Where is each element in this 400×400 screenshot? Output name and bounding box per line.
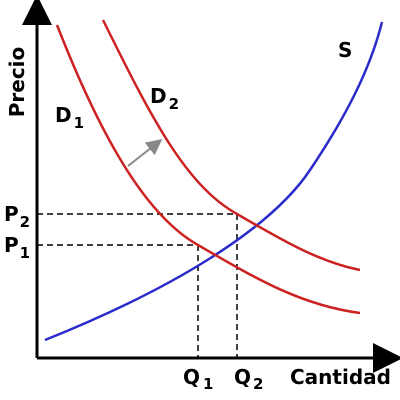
demand-curve-1 xyxy=(55,24,361,315)
demand-curve-2 xyxy=(101,19,361,272)
demand-shift-arrow xyxy=(127,139,163,167)
p1-label: P1 xyxy=(4,233,30,262)
x-axis-title: Cantidad xyxy=(290,365,391,389)
p2-label: P2 xyxy=(4,202,30,231)
y-axis-title: Precio xyxy=(5,47,29,118)
supply-label: S xyxy=(338,38,352,62)
supply-curve xyxy=(44,21,384,342)
